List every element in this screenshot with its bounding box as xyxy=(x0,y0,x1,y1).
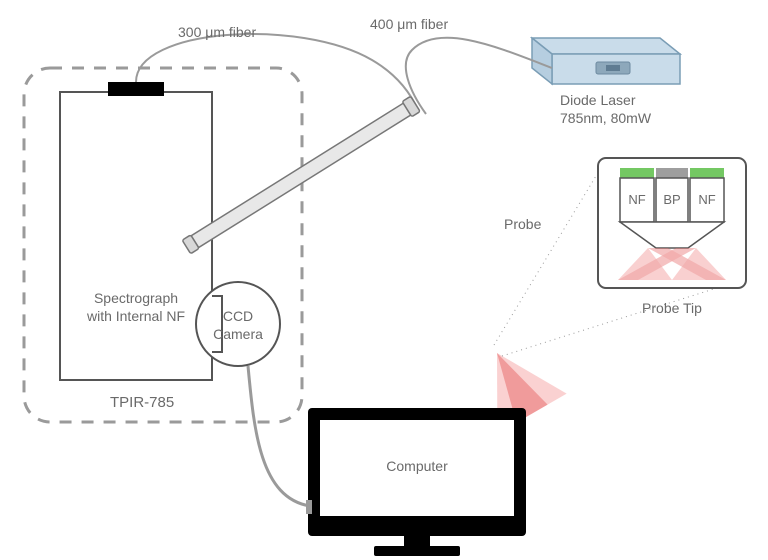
callout-line-1 xyxy=(494,166,602,345)
filter-nf-right: NF xyxy=(690,192,724,208)
computer-label: Computer xyxy=(320,458,514,476)
ccd-label-1: CCD xyxy=(210,308,266,326)
computer xyxy=(308,408,526,556)
laser-title: Diode Laser xyxy=(560,92,636,110)
system-label: TPIR-785 xyxy=(110,394,174,413)
ccd-label-2: Camera xyxy=(210,326,266,344)
spectrograph-port xyxy=(108,82,164,96)
fiber-2 xyxy=(406,38,552,114)
diagram-canvas xyxy=(0,0,768,560)
filter-bp: BP xyxy=(656,192,688,208)
probe-tip-label: Probe Tip xyxy=(636,300,708,318)
laser-sub: 785nm, 80mW xyxy=(560,110,651,128)
spectrograph-label-1: Spectrograph xyxy=(60,290,212,308)
probe-label: Probe xyxy=(504,216,541,234)
diode-laser xyxy=(532,38,680,84)
probe-tip-detail xyxy=(598,158,746,288)
fiber-1-label: 300 μm fiber xyxy=(178,24,256,42)
filter-nf-left: NF xyxy=(620,192,654,208)
spectrograph-label-2: with Internal NF xyxy=(60,308,212,326)
callout-line-2 xyxy=(502,280,742,356)
fiber-2-label: 400 μm fiber xyxy=(370,16,448,34)
